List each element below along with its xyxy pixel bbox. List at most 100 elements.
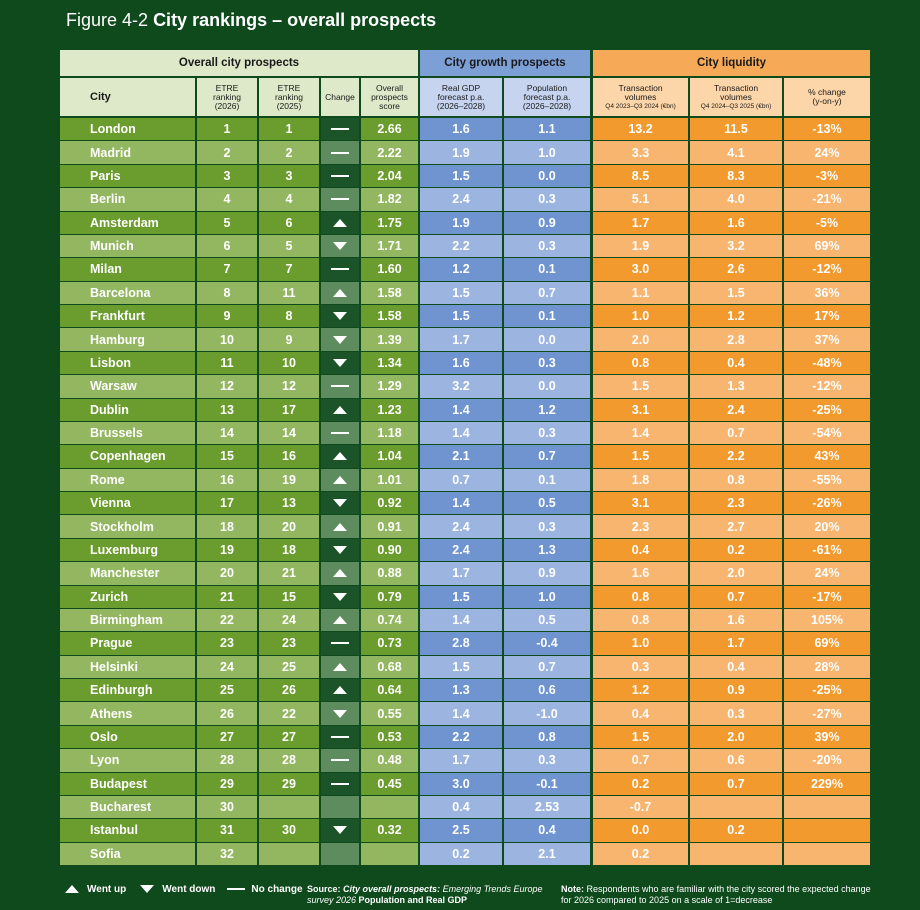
change-icon — [333, 452, 347, 461]
table-cell: 11 — [197, 351, 257, 375]
city-cell: London — [60, 118, 195, 141]
table-cell: 0.45 — [361, 772, 418, 795]
table-cell: -25% — [784, 679, 870, 702]
table-cell — [321, 585, 359, 608]
city-cell: Vienna — [60, 492, 195, 515]
table-cell: 2.1 — [420, 445, 502, 468]
table-cell: -54% — [784, 421, 870, 445]
change-icon — [331, 151, 349, 154]
title: Figure 4-2 City rankings – overall prosp… — [66, 10, 436, 31]
table-cell: 20 — [197, 562, 257, 585]
table-cell: 1.4 — [420, 421, 502, 445]
table-cell: 1.9 — [420, 141, 502, 164]
table-cell: 0.3 — [504, 515, 590, 538]
table-cell: 1.5 — [420, 164, 502, 188]
column-header: ETRE ranking (2025) — [259, 78, 319, 116]
city-cell: Berlin — [60, 188, 195, 211]
table-cell: 2.2 — [690, 445, 782, 468]
table-cell: 2.0 — [690, 725, 782, 749]
table-cell: 1.4 — [420, 492, 502, 515]
table-cell: 3.2 — [420, 375, 502, 398]
table-cell: 26 — [259, 679, 319, 702]
table-cell: 1.7 — [593, 211, 688, 234]
change-shape — [333, 545, 347, 554]
table-cell: 19 — [259, 468, 319, 491]
table-cell: 22 — [197, 608, 257, 632]
table-cell: 1.7 — [690, 632, 782, 655]
table-cell: 2.0 — [593, 328, 688, 351]
table-cell — [321, 468, 359, 491]
column-header-line: (y-on-y) — [812, 96, 842, 106]
table-cell: -48% — [784, 351, 870, 375]
change-shape — [333, 452, 347, 461]
table-cell: 1.5 — [420, 305, 502, 328]
table-cell — [361, 842, 418, 865]
note: Note: Respondents who are familiar with … — [561, 884, 871, 906]
column-header: Real GDP forecast p.a. (2026–2028) — [420, 78, 502, 116]
table-cell: 1.5 — [420, 585, 502, 608]
change-shape — [331, 128, 349, 131]
change-icon — [333, 358, 347, 367]
change-icon — [333, 499, 347, 508]
legend: Went up Went down No change — [62, 883, 309, 895]
table-cell: 5 — [197, 211, 257, 234]
change-icon — [333, 335, 347, 344]
table-cell: 1.04 — [361, 445, 418, 468]
table-cell: 0.3 — [504, 234, 590, 258]
table-cell: 0.8 — [690, 468, 782, 491]
column-header: Population forecast p.a. (2026–2028) — [504, 78, 590, 116]
table-cell: 2.6 — [690, 258, 782, 281]
table: Overall city prospects City growth prospe… — [60, 50, 870, 865]
change-icon — [333, 312, 347, 321]
column-header-line: % change — [808, 87, 846, 97]
table-cell: 1.1 — [504, 118, 590, 141]
change-shape — [333, 569, 347, 578]
group-header: Overall city prospects — [60, 50, 418, 76]
table-cell: 0.8 — [593, 585, 688, 608]
table-cell: 10 — [259, 351, 319, 375]
table-cell — [690, 795, 782, 819]
table-cell — [321, 795, 359, 819]
change-icon — [227, 888, 246, 890]
table-cell: 2.2 — [420, 725, 502, 749]
table-cell: 7 — [197, 258, 257, 281]
table-cell — [321, 772, 359, 795]
change-shape — [331, 642, 349, 645]
table-cell: 0.7 — [690, 421, 782, 445]
table-cell: 0.6 — [690, 749, 782, 772]
table-cell: 0.4 — [593, 538, 688, 562]
legend-label: Went down — [162, 883, 216, 895]
table-cell: 2.4 — [420, 188, 502, 211]
table-cell — [321, 725, 359, 749]
table-cell: 2 — [197, 141, 257, 164]
table-cell: -17% — [784, 585, 870, 608]
city-cell: Copenhagen — [60, 445, 195, 468]
change-shape — [140, 885, 155, 893]
table-cell: 3.1 — [593, 492, 688, 515]
city-cell: Rome — [60, 468, 195, 491]
table-cell: 1.4 — [420, 608, 502, 632]
source-survey: Emerging Trends Europe survey 2026 — [307, 884, 543, 905]
table-cell: 1.6 — [420, 118, 502, 141]
table-cell: 19 — [197, 538, 257, 562]
table-cell: 0.0 — [504, 375, 590, 398]
table-cell: 1.6 — [420, 351, 502, 375]
city-cell: Lyon — [60, 749, 195, 772]
table-cell: 2.4 — [420, 538, 502, 562]
city-cell: Edinburgh — [60, 679, 195, 702]
table-cell — [321, 398, 359, 421]
table-cell: 28 — [197, 749, 257, 772]
table-cell — [784, 795, 870, 819]
table-cell: 10 — [197, 328, 257, 351]
table-cell: 1.8 — [593, 468, 688, 491]
group-header: City liquidity — [593, 50, 870, 76]
table-cell: 0.4 — [593, 702, 688, 725]
table-cell: 25 — [197, 679, 257, 702]
change-icon — [331, 128, 349, 131]
table-cell: 2.3 — [593, 515, 688, 538]
table-cell: 1.29 — [361, 375, 418, 398]
table-cell: 0.7 — [690, 772, 782, 795]
city-cell: Brussels — [60, 421, 195, 445]
table-cell: 0.0 — [504, 164, 590, 188]
table-cell: 0.0 — [504, 328, 590, 351]
